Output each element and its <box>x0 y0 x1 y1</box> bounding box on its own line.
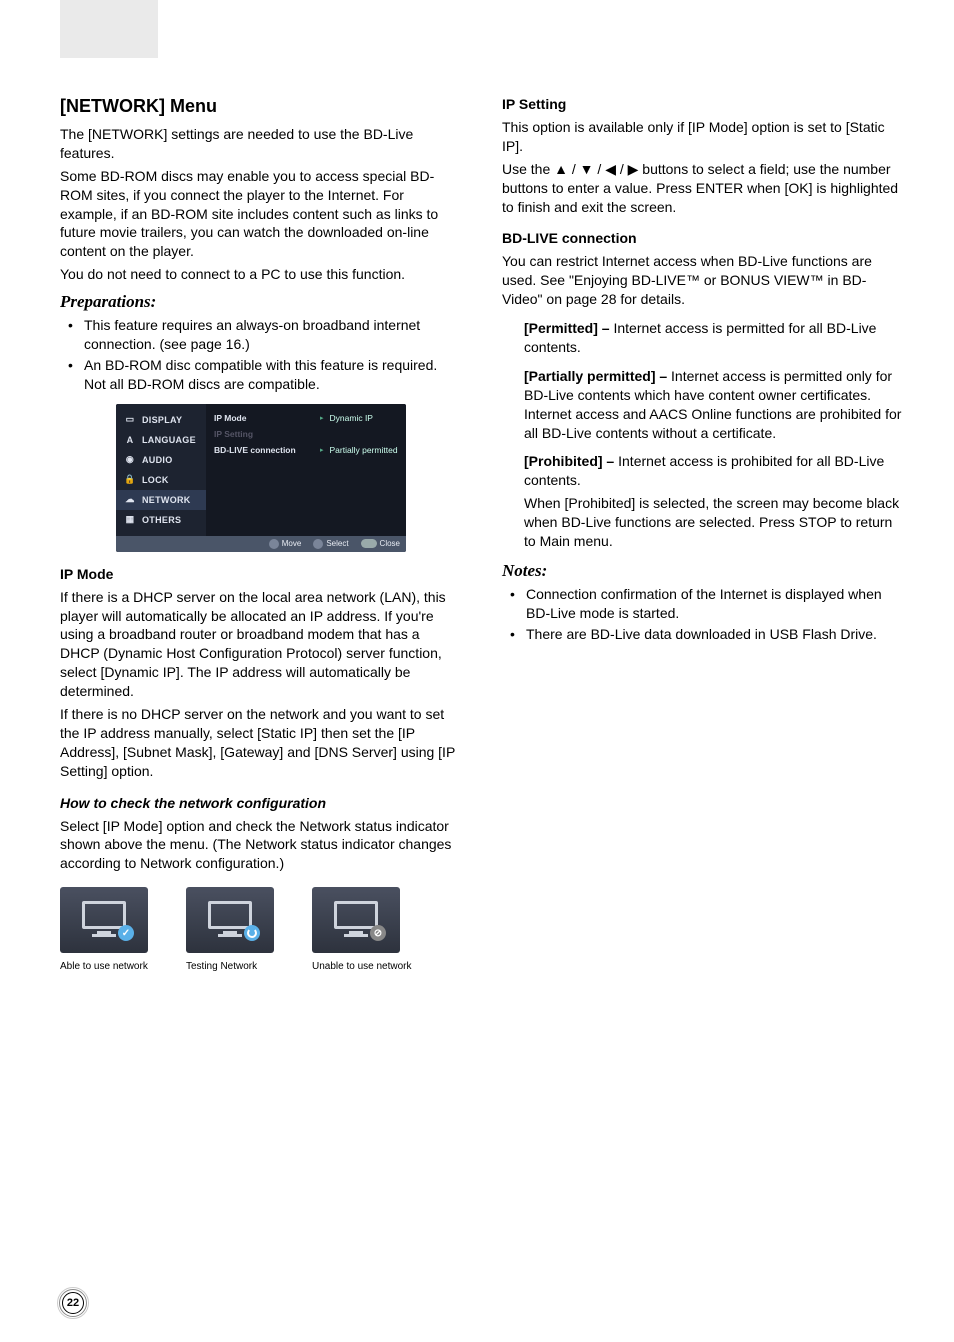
footer-close: Close <box>361 539 400 549</box>
monitor-icon: ✓ <box>80 901 128 939</box>
bdlive-paragraph: You can restrict Internet access when BD… <box>502 252 904 309</box>
page-tab-corner <box>60 0 158 58</box>
partial-text: [Partially permitted] – Internet access … <box>524 367 904 443</box>
page-number: 22 <box>62 1292 84 1314</box>
menu-row-value: Partially permitted <box>330 445 398 455</box>
permitted-label: [Permitted] – <box>524 320 613 336</box>
prohibited-icon: ⊘ <box>370 925 386 941</box>
preparations-list: This feature requires an always-on broad… <box>60 316 462 394</box>
menu-row-value: Dynamic IP <box>330 413 373 423</box>
chevron-right-icon: ▸ <box>320 414 324 422</box>
net-box-able: ✓ <box>60 887 148 953</box>
net-box-unable: ⊘ <box>312 887 400 953</box>
note-item-2: There are BD-Live data downloaded in USB… <box>502 625 904 644</box>
net-caption-unable: Unable to use network <box>312 961 412 972</box>
sidebar-item-language: A LANGUAGE <box>116 430 206 450</box>
howto-heading: How to check the network configuration <box>60 795 462 811</box>
lock-icon: 🔒 <box>124 474 136 486</box>
partial-label: [Partially permitted] – <box>524 368 671 384</box>
intro-paragraph-1: The [NETWORK] settings are needed to use… <box>60 125 462 163</box>
network-menu-heading: [NETWORK] Menu <box>60 96 462 117</box>
footer-select-label: Select <box>326 539 348 548</box>
sidebar-label-network: NETWORK <box>142 495 191 505</box>
preparations-heading: Preparations: <box>60 292 462 312</box>
menu-body: ▭ DISPLAY A LANGUAGE ◉ AUDIO 🔒 LOCK <box>116 404 406 536</box>
prep-item-1: This feature requires an always-on broad… <box>60 316 462 354</box>
footer-select: Select <box>313 539 348 549</box>
footer-move-label: Move <box>282 539 302 548</box>
menu-row-label: IP Mode <box>214 413 314 423</box>
prohibited-block: [Prohibited] – Internet access is prohib… <box>524 452 904 550</box>
menu-sidebar: ▭ DISPLAY A LANGUAGE ◉ AUDIO 🔒 LOCK <box>116 404 206 536</box>
partial-block: [Partially permitted] – Internet access … <box>524 367 904 443</box>
ip-mode-heading: IP Mode <box>60 566 462 582</box>
others-icon: ▦ <box>124 514 136 526</box>
sidebar-item-others: ▦ OTHERS <box>116 510 206 530</box>
ip-setting-heading: IP Setting <box>502 96 904 112</box>
prohibited-extra: When [Prohibited] is selected, the scree… <box>524 494 904 551</box>
note-item-1: Connection confirmation of the Internet … <box>502 585 904 623</box>
ip-mode-paragraph-1: If there is a DHCP server on the local a… <box>60 588 462 701</box>
monitor-icon <box>206 901 254 939</box>
network-icon: ☁ <box>124 494 136 506</box>
menu-row-ipmode: IP Mode ▸ Dynamic IP <box>214 410 398 426</box>
net-caption-testing: Testing Network <box>186 961 274 972</box>
network-status-icons: ✓ Able to use network Testing Network <box>60 887 462 972</box>
audio-icon: ◉ <box>124 454 136 466</box>
ip-mode-paragraph-2: If there is no DHCP server on the networ… <box>60 705 462 781</box>
menu-right-panel: IP Mode ▸ Dynamic IP IP Setting BD-LIVE … <box>206 404 406 536</box>
prohibited-label: [Prohibited] – <box>524 453 618 469</box>
menu-row-label: BD-LIVE connection <box>214 445 314 455</box>
menu-footer: Move Select Close <box>116 536 406 552</box>
spinner-icon <box>244 925 260 941</box>
return-icon <box>361 539 377 548</box>
sidebar-label-language: LANGUAGE <box>142 435 196 445</box>
menu-row-bdlive: BD-LIVE connection ▸ Partially permitted <box>214 442 398 458</box>
footer-close-label: Close <box>380 539 400 548</box>
language-icon: A <box>124 434 136 446</box>
menu-row-label: IP Setting <box>214 429 314 439</box>
check-icon: ✓ <box>118 925 134 941</box>
left-column: [NETWORK] Menu The [NETWORK] settings ar… <box>60 96 462 972</box>
intro-paragraph-3: You do not need to connect to a PC to us… <box>60 265 462 284</box>
sidebar-item-audio: ◉ AUDIO <box>116 450 206 470</box>
net-status-able: ✓ Able to use network <box>60 887 148 972</box>
net-caption-able: Able to use network <box>60 961 148 972</box>
chevron-right-icon: ▸ <box>320 446 324 454</box>
content-area: [NETWORK] Menu The [NETWORK] settings ar… <box>60 96 904 972</box>
prep-item-2: An BD-ROM disc compatible with this feat… <box>60 356 462 394</box>
sidebar-label-lock: LOCK <box>142 475 169 485</box>
display-icon: ▭ <box>124 414 136 426</box>
net-status-unable: ⊘ Unable to use network <box>312 887 412 972</box>
net-box-testing <box>186 887 274 953</box>
sidebar-item-display: ▭ DISPLAY <box>116 410 206 430</box>
footer-move: Move <box>269 539 302 549</box>
sidebar-label-others: OTHERS <box>142 515 181 525</box>
enter-icon <box>313 539 323 549</box>
menu-row-ipsetting: IP Setting <box>214 426 398 442</box>
howto-paragraph: Select [IP Mode] option and check the Ne… <box>60 817 462 874</box>
permitted-text: [Permitted] – Internet access is permitt… <box>524 319 904 357</box>
dpad-icon <box>269 539 279 549</box>
sidebar-item-lock: 🔒 LOCK <box>116 470 206 490</box>
settings-menu-screenshot: ▭ DISPLAY A LANGUAGE ◉ AUDIO 🔒 LOCK <box>116 404 406 552</box>
permitted-block: [Permitted] – Internet access is permitt… <box>524 319 904 357</box>
right-column: IP Setting This option is available only… <box>502 96 904 972</box>
prohibited-text: [Prohibited] – Internet access is prohib… <box>524 452 904 490</box>
sidebar-label-audio: AUDIO <box>142 455 173 465</box>
notes-list: Connection confirmation of the Internet … <box>502 585 904 644</box>
intro-paragraph-2: Some BD-ROM discs may enable you to acce… <box>60 167 462 261</box>
ip-setting-paragraph-1: This option is available only if [IP Mod… <box>502 118 904 156</box>
monitor-icon: ⊘ <box>332 901 380 939</box>
net-status-testing: Testing Network <box>186 887 274 972</box>
ip-setting-paragraph-2: Use the ▲ / ▼ / ◀ / ▶ buttons to select … <box>502 160 904 217</box>
sidebar-item-network: ☁ NETWORK <box>116 490 206 510</box>
notes-heading: Notes: <box>502 561 904 581</box>
sidebar-label-display: DISPLAY <box>142 415 182 425</box>
bdlive-heading: BD-LIVE connection <box>502 230 904 246</box>
